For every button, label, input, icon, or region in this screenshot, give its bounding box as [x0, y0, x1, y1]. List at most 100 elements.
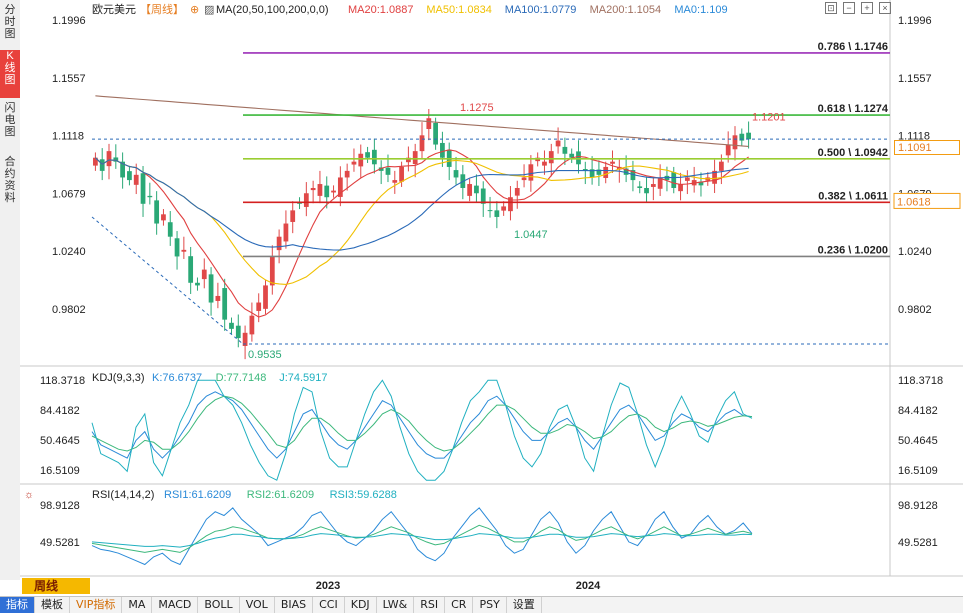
candle-body: [514, 187, 520, 196]
candle-body: [678, 184, 683, 192]
candle-body: [555, 140, 561, 147]
candle-body: [548, 151, 554, 164]
indicator-tab-3[interactable]: MA: [122, 597, 153, 613]
candle-body: [467, 184, 473, 196]
plus-icon[interactable]: +: [861, 2, 873, 14]
kdj-tick-right-0: 118.3718: [898, 375, 943, 387]
period-button[interactable]: 周线: [22, 578, 90, 594]
kdj-line-D: [91, 395, 753, 452]
kdj-tick-right-2: 50.4645: [898, 435, 938, 447]
tab-contract-info[interactable]: 合约资料: [4, 156, 16, 204]
candle-body: [508, 197, 513, 212]
ma20-badge-text: 1.0618: [897, 196, 931, 208]
price-tick-right-1: 1.1557: [898, 73, 932, 85]
candle-body: [133, 174, 139, 185]
candle-body: [222, 288, 228, 320]
indicator-tab-8[interactable]: CCI: [313, 597, 345, 613]
symbol-title: 欧元美元: [92, 3, 136, 16]
candle-body: [127, 171, 132, 181]
annotation-0: 1.1275: [460, 102, 494, 114]
indicator-tab-11[interactable]: RSI: [414, 597, 446, 613]
indicator-tab-2[interactable]: VIP指标: [70, 597, 123, 613]
candle-body: [120, 161, 125, 178]
ma100-line: [95, 157, 749, 251]
tab-lightning[interactable]: 闪电图: [4, 102, 16, 138]
tab-timeshare[interactable]: 分时图: [4, 4, 16, 40]
indicator-tab-10[interactable]: LW&: [377, 597, 415, 613]
indicator-tab-1[interactable]: 模板: [35, 597, 70, 613]
candle-body: [596, 169, 602, 175]
annotation-1: 1.1201: [752, 112, 786, 124]
kdj-value-2: J:74.5917: [279, 372, 327, 384]
indicator-tab-14[interactable]: 设置: [507, 597, 542, 613]
candle-body: [365, 152, 370, 158]
price-tick-left-5: 0.9802: [52, 304, 86, 316]
candle-body: [99, 159, 105, 171]
candle-body: [276, 236, 282, 251]
candle-body: [310, 187, 316, 191]
indicator-tab-12[interactable]: CR: [445, 597, 474, 613]
ma20-line: [95, 149, 749, 318]
candle-body: [337, 177, 343, 197]
candle-body: [487, 210, 493, 212]
price-tick-left-2: 1.1118: [52, 131, 84, 143]
fib-label-3: 0.382 \ 1.0611: [818, 190, 888, 202]
candle-body: [746, 132, 751, 140]
candle-body: [181, 249, 187, 252]
price-tick-left-4: 1.0240: [52, 246, 86, 258]
indicator-tab-5[interactable]: BOLL: [198, 597, 240, 613]
candle-body: [719, 161, 724, 171]
x-tick-0: 2023: [316, 580, 340, 592]
candle-body: [263, 285, 268, 309]
minus-icon[interactable]: −: [843, 2, 855, 14]
candle-body: [562, 146, 568, 154]
candle-body: [113, 157, 119, 162]
fib-label-2: 0.500 \ 1.0942: [818, 147, 888, 159]
candle-body: [610, 161, 615, 164]
fib-label-4: 0.236 \ 1.0200: [818, 244, 888, 256]
candle-body: [412, 151, 418, 165]
indicator-tab-9[interactable]: KDJ: [345, 597, 377, 613]
candle-body: [242, 332, 248, 346]
indicator-tab-6[interactable]: VOL: [240, 597, 275, 613]
candle-body: [589, 169, 595, 178]
candle-body: [582, 169, 588, 171]
rsi-line-RSI1: [91, 507, 753, 566]
price-tick-left-0: 1.1996: [52, 15, 86, 27]
candle-body: [623, 168, 629, 175]
candle-body: [174, 238, 180, 257]
fib-label-0: 0.786 \ 1.1746: [818, 41, 888, 53]
candle-body: [378, 167, 384, 171]
candle-body: [657, 177, 663, 189]
ma-value-2: MA100:1.0779: [505, 4, 577, 16]
candle-body: [303, 193, 309, 207]
rsi-label: RSI(14,14,2): [92, 489, 154, 501]
candle-body: [331, 190, 336, 193]
settings-icon: ⊕: [190, 4, 199, 16]
kdj-line-K: [91, 391, 753, 459]
indicator-tab-0[interactable]: 指标: [0, 597, 35, 613]
candle-body: [351, 161, 357, 165]
indicator-tab-13[interactable]: PSY: [473, 597, 507, 613]
candle-body: [324, 185, 330, 198]
ma-value-3: MA200:1.1054: [590, 4, 662, 16]
indicator-tab-4[interactable]: MACD: [152, 597, 199, 613]
fit-icon[interactable]: ⊡: [825, 2, 837, 14]
close-icon[interactable]: ×: [879, 2, 891, 14]
kdj-label: KDJ(9,3,3): [92, 372, 145, 384]
chart-background: [20, 0, 963, 596]
candle-body: [650, 184, 656, 187]
candle-body: [603, 166, 609, 178]
x-tick-1: 2024: [576, 580, 601, 592]
kdj-tick-left-0: 118.3718: [40, 375, 85, 387]
candle-body: [399, 166, 404, 182]
candle-body: [671, 172, 677, 188]
chart-controls: ⊡ − + ×: [825, 2, 891, 14]
fib-label-1: 0.618 \ 1.1274: [818, 103, 889, 115]
candle-body: [725, 144, 731, 156]
candle-body: [521, 177, 527, 181]
chart-canvas[interactable]: 欧元美元 【周线】 ⊕ ▨ MA(20,50,100,200,0,0) MA20:1.08…: [0, 0, 963, 596]
candle-body: [106, 151, 112, 167]
indicator-tab-7[interactable]: BIAS: [275, 597, 314, 613]
